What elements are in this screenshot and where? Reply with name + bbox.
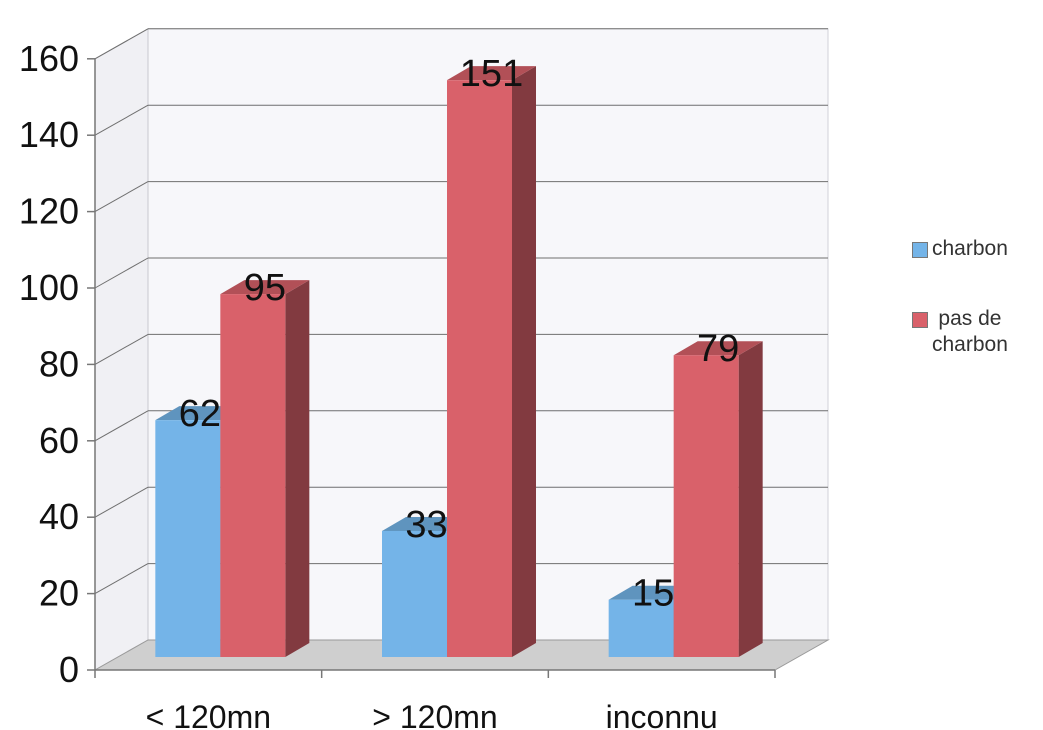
data-label-pas-de-charbon: 79 — [697, 328, 739, 370]
y-tick-label: 160 — [19, 38, 79, 79]
y-tick-label: 60 — [39, 420, 79, 461]
legend-swatch-pas-de-charbon — [912, 312, 928, 328]
data-label-charbon: 62 — [179, 393, 221, 435]
y-tick-label: 120 — [19, 191, 79, 232]
gridline-side — [94, 486, 149, 518]
data-label-pas-de-charbon: 95 — [244, 267, 286, 309]
legend-item-pas-de-charbon: pas de charbon — [912, 306, 1037, 358]
gridline-side — [94, 28, 149, 60]
bar-pas-de-charbon — [673, 355, 739, 657]
gridline-side — [94, 104, 149, 136]
gridline-side — [94, 410, 149, 442]
bar-charbon — [608, 599, 674, 657]
bar-side-pas-de-charbon — [285, 280, 310, 657]
legend-label-pas-de-charbon: pas de charbon — [932, 307, 1008, 356]
y-tick-label: 100 — [19, 267, 79, 308]
y-tick-label: 40 — [39, 496, 79, 537]
x-category-label: inconnu — [606, 699, 718, 730]
x-category-label: < 120mn — [146, 699, 271, 730]
data-label-pas-de-charbon: 151 — [460, 53, 523, 95]
data-label-charbon: 15 — [632, 573, 674, 615]
gridline-side — [94, 563, 149, 595]
bar-charbon — [155, 420, 221, 657]
bar-side-pas-de-charbon — [512, 66, 536, 658]
bar-top-pas-de-charbon — [673, 341, 763, 356]
legend-item-charbon: charbon — [912, 236, 1037, 262]
y-tick-label: 0 — [59, 649, 79, 690]
data-label-charbon: 33 — [405, 504, 447, 546]
gridline-side — [94, 181, 149, 213]
bar-top-pas-de-charbon — [220, 280, 310, 295]
legend-label-charbon: charbon — [932, 237, 1008, 260]
legend: charbon pas de charbon — [912, 236, 1037, 358]
bar-pas-de-charbon — [447, 80, 512, 658]
gridline-side — [94, 257, 149, 289]
y-tick-label: 20 — [39, 573, 79, 614]
bar-side-pas-de-charbon — [738, 341, 763, 657]
y-tick-label: 80 — [39, 343, 79, 384]
bar-charbon — [382, 530, 447, 657]
legend-swatch-charbon — [912, 242, 928, 258]
gridline-side — [94, 333, 149, 365]
y-tick-label: 140 — [19, 114, 79, 155]
bar-pas-de-charbon — [220, 294, 286, 657]
x-category-label: > 120mn — [372, 699, 497, 730]
bar-top-pas-de-charbon — [447, 66, 536, 81]
